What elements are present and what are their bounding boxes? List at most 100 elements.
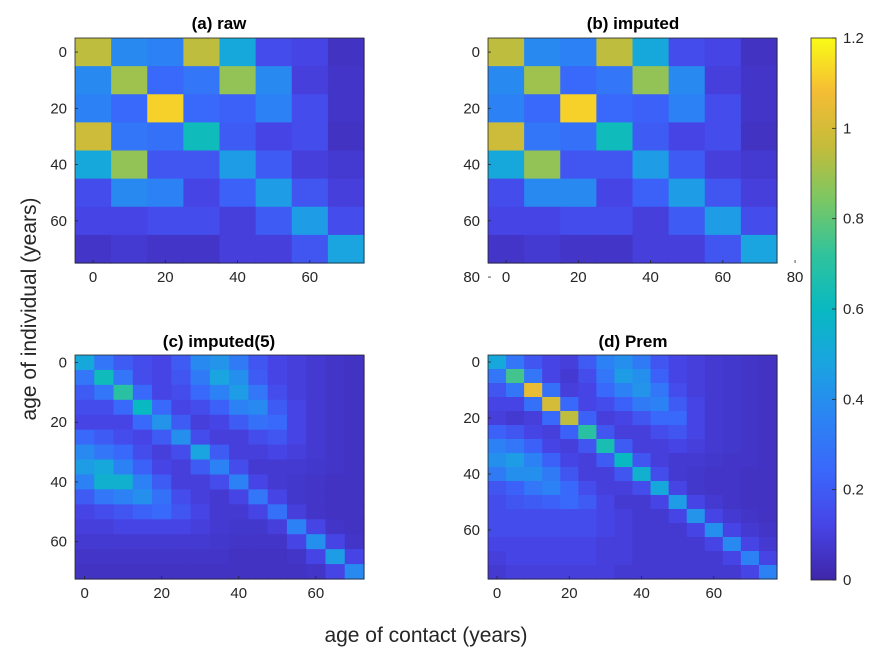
- heatmap-cell: [94, 399, 115, 416]
- heatmap-cell: [578, 397, 597, 412]
- heatmap-cell: [614, 509, 634, 524]
- heatmap-cell: [704, 411, 724, 426]
- heatmap-cell: [488, 383, 507, 398]
- heatmap-cell: [596, 234, 634, 264]
- heatmap-cell: [94, 489, 115, 505]
- heatmap-cell: [306, 429, 327, 446]
- x-tick-label: 20: [570, 269, 587, 286]
- heatmap-cell: [668, 206, 706, 236]
- heatmap-cell: [506, 383, 525, 398]
- heatmap-cell: [704, 565, 724, 580]
- heatmap-cell: [75, 384, 95, 401]
- heatmap-cell: [488, 411, 507, 426]
- heatmap-cell: [255, 206, 293, 236]
- heatmap-cell: [632, 66, 670, 95]
- heatmap-cell: [506, 411, 525, 426]
- heatmap-cell: [248, 399, 269, 416]
- heatmap-cell: [111, 66, 148, 95]
- heatmap-cell: [75, 206, 112, 236]
- heatmap-cell: [740, 523, 760, 538]
- heatmap-cell: [94, 355, 115, 371]
- heatmap-cell: [248, 459, 269, 476]
- heatmap-cell: [686, 355, 706, 370]
- heatmap-cell: [704, 481, 724, 496]
- heatmap-cell: [229, 504, 249, 520]
- heatmap-cell: [740, 66, 778, 95]
- heatmap-cell: [740, 178, 778, 208]
- heatmap-cell: [291, 66, 329, 95]
- heatmap-cell: [344, 504, 365, 520]
- heatmap-cell: [183, 206, 221, 236]
- heatmap-cell: [152, 504, 172, 520]
- heatmap-cell: [758, 509, 778, 524]
- heatmap-cell: [344, 474, 365, 490]
- heatmap-cell: [229, 459, 249, 476]
- heatmap-cell: [686, 439, 706, 454]
- heatmap-cell: [632, 411, 652, 426]
- heatmap-prem: [488, 355, 778, 580]
- heatmap-cell: [488, 537, 507, 552]
- heatmap-cell: [668, 467, 688, 482]
- heatmap-cell: [614, 383, 634, 398]
- heatmap-cell: [132, 429, 153, 446]
- heatmap-cell: [596, 355, 616, 370]
- heatmap-cell: [740, 150, 778, 180]
- heatmap-cell: [596, 425, 616, 440]
- heatmap-cell: [524, 523, 543, 538]
- heatmap-cell: [596, 150, 634, 180]
- heatmap-cell: [488, 439, 507, 454]
- heatmap-cell: [306, 489, 327, 505]
- heatmap-cell: [488, 150, 525, 180]
- heatmap-cell: [209, 519, 230, 535]
- heatmap-cell: [740, 481, 760, 496]
- heatmap-cell: [267, 504, 288, 520]
- heatmap-cell: [209, 384, 230, 401]
- heatmap-cell: [152, 489, 172, 505]
- heatmap-cell: [113, 429, 134, 446]
- heatmap-cell: [94, 564, 115, 580]
- heatmap-cell: [596, 369, 616, 384]
- heatmap-cell: [596, 523, 616, 538]
- heatmap-cell: [488, 178, 525, 208]
- heatmap-cell: [704, 38, 742, 67]
- heatmap-cell: [113, 444, 134, 461]
- heatmap-cell: [722, 439, 742, 454]
- heatmap-cell: [190, 384, 211, 401]
- heatmap-cell: [94, 474, 115, 490]
- heatmap-cell: [668, 565, 688, 580]
- heatmap-cell: [668, 523, 688, 538]
- x-tick-label: 20: [561, 585, 578, 602]
- heatmap-cell: [542, 425, 561, 440]
- heatmap-cell: [75, 549, 95, 565]
- heatmap-cell: [111, 122, 148, 152]
- heatmap-cell: [75, 150, 112, 180]
- heatmap-cell: [506, 453, 525, 468]
- heatmap-cell: [722, 495, 742, 510]
- heatmap-cell: [171, 444, 192, 461]
- heatmap-cell: [111, 38, 148, 67]
- heatmap-cell: [596, 481, 616, 496]
- x-tick-label: 0: [80, 585, 88, 602]
- heatmap-cell: [190, 355, 211, 371]
- heatmap-cell: [327, 122, 365, 152]
- heatmap-cell: [758, 383, 778, 398]
- heatmap-cell: [111, 206, 148, 236]
- heatmap-cell: [267, 414, 288, 431]
- heatmap-cell: [686, 453, 706, 468]
- heatmap-cell: [219, 234, 257, 264]
- heatmap-cell: [75, 122, 112, 152]
- heatmap-cell: [132, 564, 153, 580]
- heatmap-cell: [650, 481, 670, 496]
- heatmap-cell: [524, 38, 561, 67]
- heatmap-cell: [542, 537, 561, 552]
- heatmap-cell: [488, 369, 507, 384]
- heatmap-cell: [722, 481, 742, 496]
- heatmap-cell: [94, 459, 115, 476]
- heatmap-imputed-5: [75, 355, 365, 580]
- heatmap-cell: [722, 411, 742, 426]
- x-tick-label: 60: [307, 585, 324, 602]
- heatmap-cell: [686, 551, 706, 566]
- heatmap-cell: [614, 565, 634, 580]
- heatmap-cell: [306, 474, 327, 490]
- heatmap-cell: [327, 234, 365, 264]
